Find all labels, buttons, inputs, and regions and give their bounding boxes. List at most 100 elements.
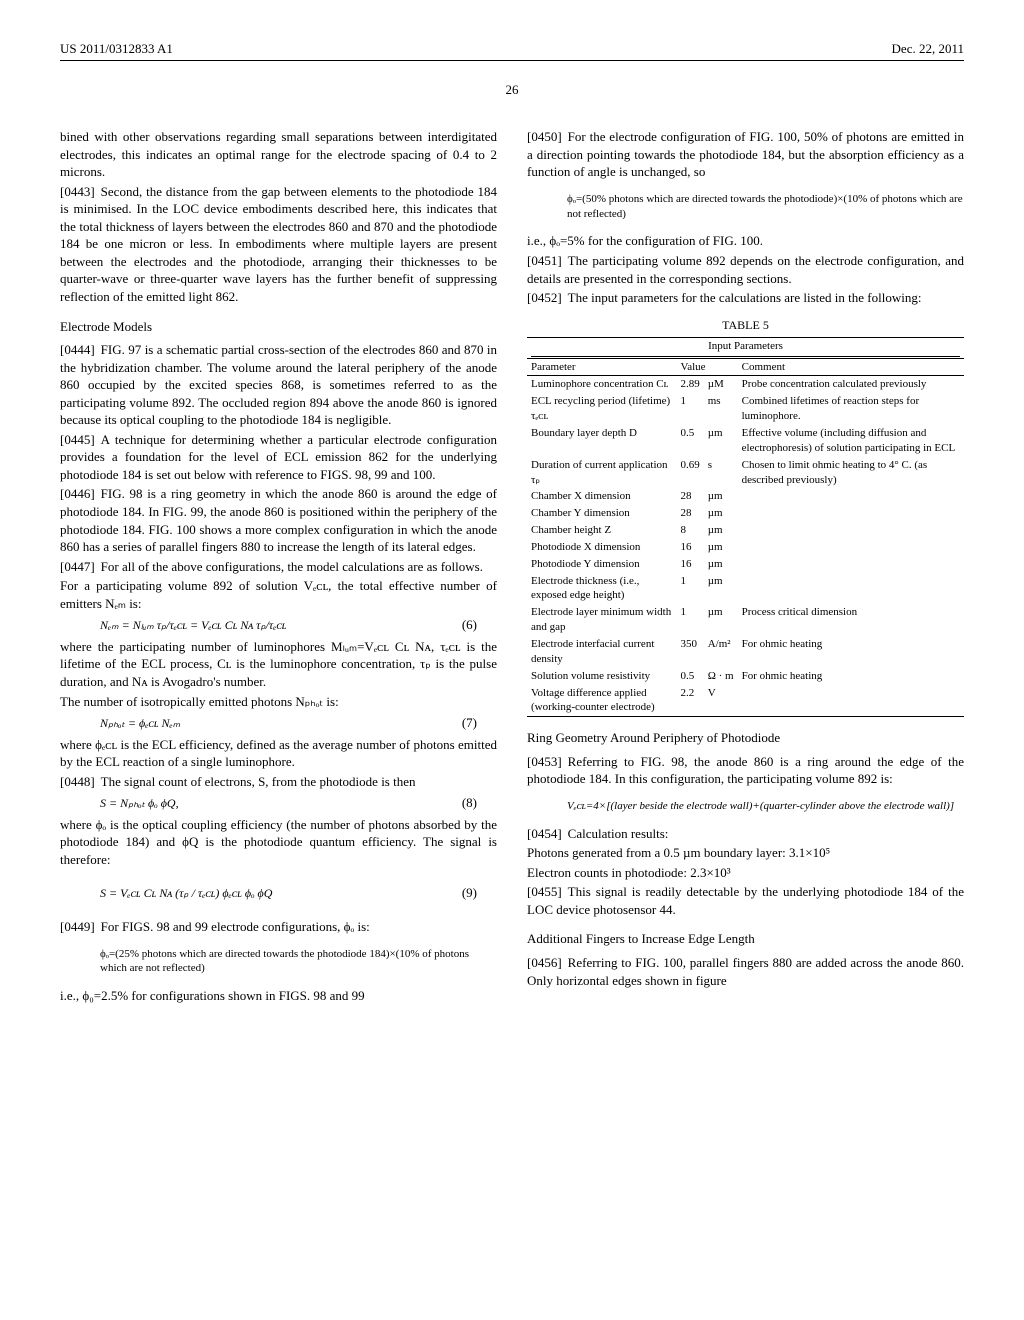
cell-value: 28 [676,488,703,505]
section-ring-geometry: Ring Geometry Around Periphery of Photod… [527,729,964,747]
doc-date: Dec. 22, 2011 [892,40,964,58]
cell-value: 0.5 [676,425,703,457]
cell-parameter: ECL recycling period (lifetime) τₑᴄʟ [527,393,676,425]
table-row: ECL recycling period (lifetime) τₑᴄʟ1msC… [527,393,964,425]
cell-unit: µm [704,604,738,636]
para-text: FIG. 97 is a schematic partial cross-sec… [60,342,497,427]
para-text: This signal is readily detectable by the… [527,884,964,917]
para-0451: [0451]The participating volume 892 depen… [527,252,964,287]
para-text: The signal count of electrons, S, from t… [101,774,416,789]
cell-parameter: Chamber X dimension [527,488,676,505]
para-text: A technique for determining whether a pa… [60,432,497,482]
cell-value: 2.89 [676,376,703,393]
cell-unit: s [704,457,738,489]
para-num: [0449] [60,919,95,934]
cell-value: 8 [676,522,703,539]
para-text: FIG. 98 is a ring geometry in which the … [60,486,497,554]
cell-parameter: Electrode thickness (i.e., exposed edge … [527,573,676,605]
para-0455: [0455]This signal is readily detectable … [527,883,964,918]
cell-comment: Chosen to limit ohmic heating to 4° C. (… [738,457,964,489]
para-num: [0448] [60,774,95,789]
para-nphot: The number of isotropically emitted phot… [60,693,497,711]
para-num: [0446] [60,486,95,501]
para-text: For the electrode configuration of FIG. … [527,129,964,179]
col-value: Value [676,358,737,376]
table-5-subcaption: Input Parameters [531,339,960,357]
section-electrode-models: Electrode Models [60,318,497,336]
cell-unit: µm [704,522,738,539]
para-text: For FIGS. 98 and 99 electrode configurat… [101,919,370,934]
para-text: Referring to FIG. 100, parallel fingers … [527,955,964,988]
cell-parameter: Duration of current application τₚ [527,457,676,489]
cell-value: 1 [676,604,703,636]
cell-comment: For ohmic heating [738,668,964,685]
para-text: The participating volume 892 depends on … [527,253,964,286]
equation-6: Nₑₘ = Nₗᵤₘ τₚ/τₑᴄʟ = Vₑᴄʟ Cʟ Nᴀ τₚ/τₑᴄʟ [60,617,286,633]
para-0442-tail: bined with other observations regarding … [60,128,497,181]
cell-value: 0.69 [676,457,703,489]
cell-comment: Process critical dimension [738,604,964,636]
table-5: Input Parameters Parameter Value Comment… [527,337,964,717]
cell-unit: µm [704,556,738,573]
para-text: Calculation results: [568,826,669,841]
table-row: Electrode layer minimum width and gap1µm… [527,604,964,636]
left-column: bined with other observations regarding … [60,128,497,1007]
cell-value: 28 [676,505,703,522]
cell-unit: µm [704,505,738,522]
equation-9-row: S = Vₑᴄʟ Cʟ Nᴀ (τₚ / τₑᴄʟ) ϕₑᴄʟ ϕₒ ϕQ (9… [60,884,497,902]
table-5-header-row: Parameter Value Comment [527,358,964,376]
para-num: [0451] [527,253,562,268]
cell-value: 2.2 [676,685,703,717]
section-additional-fingers: Additional Fingers to Increase Edge Leng… [527,930,964,948]
para-num: [0455] [527,884,562,899]
cell-comment: For ohmic heating [738,636,964,668]
para-text: The input parameters for the calculation… [568,290,922,305]
table-row: Photodiode Y dimension16µm [527,556,964,573]
equation-8: S = Nₚₕₒₜ ϕₒ ϕQ, [60,795,179,811]
cell-unit: µm [704,539,738,556]
cell-parameter: Electrode interfacial current density [527,636,676,668]
cell-unit: V [704,685,738,717]
para-num: [0447] [60,559,95,574]
cell-value: 16 [676,556,703,573]
equation-9: S = Vₑᴄʟ Cʟ Nᴀ (τₚ / τₑᴄʟ) ϕₑᴄʟ ϕₒ ϕQ [60,885,272,901]
para-num: [0452] [527,290,562,305]
equation-6-num: (6) [462,616,497,634]
para-0447b: For a participating volume 892 of soluti… [60,577,497,612]
cell-comment [738,573,964,605]
equation-6-row: Nₑₘ = Nₗᵤₘ τₚ/τₑᴄʟ = Vₑᴄʟ Cʟ Nᴀ τₚ/τₑᴄʟ … [60,616,497,634]
para-0447: [0447] For all of the above configuration… [60,558,497,576]
cell-unit: A/m² [704,636,738,668]
table-row: Duration of current application τₚ0.69sC… [527,457,964,489]
para-num: [0444] [60,342,95,357]
two-column-layout: bined with other observations regarding … [60,128,964,1007]
cell-comment [738,522,964,539]
cell-parameter: Electrode layer minimum width and gap [527,604,676,636]
cell-comment: Probe concentration calculated previousl… [738,376,964,393]
table-row: Luminophore concentration Cʟ2.89µMProbe … [527,376,964,393]
cell-parameter: Chamber height Z [527,522,676,539]
cell-unit: µm [704,425,738,457]
para-0448: [0448] The signal count of electrons, S, … [60,773,497,791]
cell-comment [738,539,964,556]
cell-comment [738,556,964,573]
para-where-2: where ϕₑᴄʟ is the ECL efficiency, define… [60,736,497,771]
cell-parameter: Photodiode Y dimension [527,556,676,573]
cell-unit: µm [704,573,738,605]
cell-value: 1 [676,573,703,605]
cell-comment: Combined lifetimes of reaction steps for… [738,393,964,425]
equation-8-row: S = Nₚₕₒₜ ϕₒ ϕQ, (8) [60,794,497,812]
table-row: Chamber height Z8µm [527,522,964,539]
table-row: Chamber X dimension28µm [527,488,964,505]
cell-comment [738,505,964,522]
para-0453: [0453]Referring to FIG. 98, the anode 86… [527,753,964,788]
para-0445: [0445]A technique for determining whethe… [60,431,497,484]
para-text: Second, the distance from the gap betwee… [60,184,497,304]
cell-unit: ms [704,393,738,425]
para-where-3: where ϕₒ is the optical coupling efficie… [60,816,497,869]
para-text: For all of the above configurations, the… [101,559,483,574]
cell-parameter: Boundary layer depth D [527,425,676,457]
cell-comment [738,685,964,717]
table-row: Electrode interfacial current density350… [527,636,964,668]
cell-comment: Effective volume (including diffusion an… [738,425,964,457]
